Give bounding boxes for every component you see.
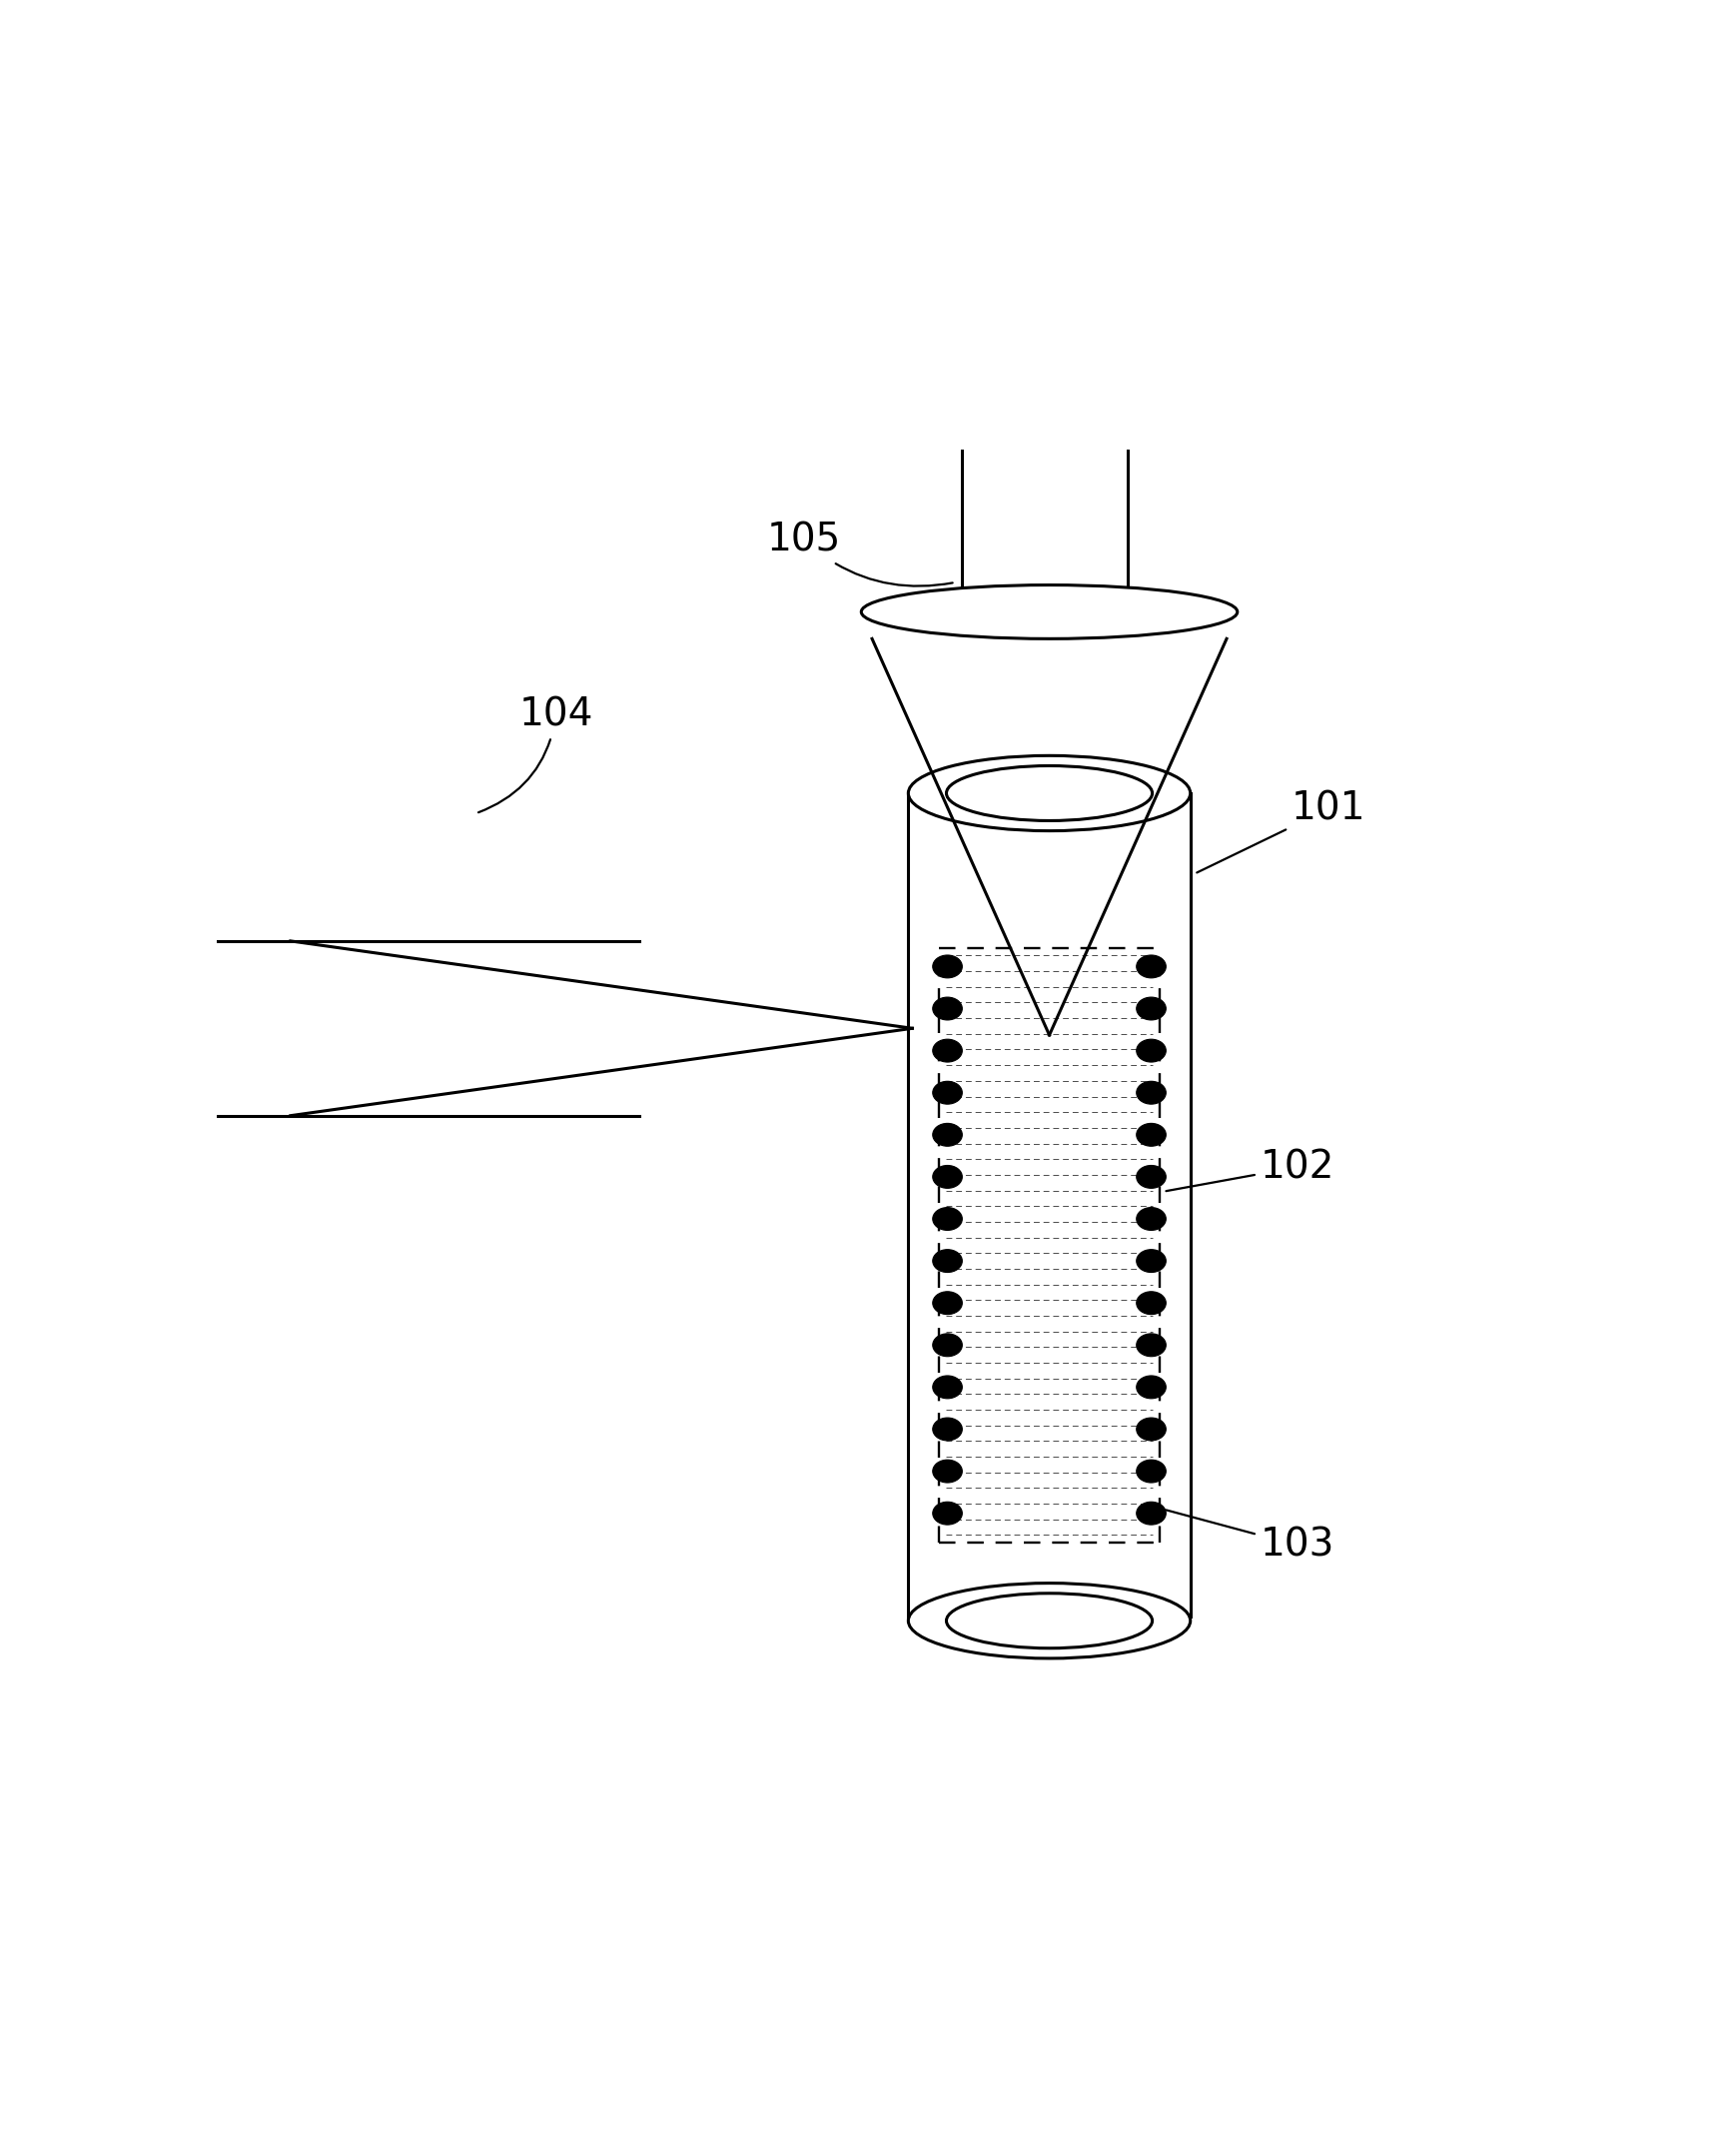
Ellipse shape <box>1137 1503 1166 1524</box>
Ellipse shape <box>1137 998 1166 1020</box>
Ellipse shape <box>946 765 1152 821</box>
Ellipse shape <box>1137 1166 1166 1188</box>
Ellipse shape <box>932 1166 962 1188</box>
Ellipse shape <box>1137 1419 1166 1440</box>
Ellipse shape <box>932 1082 962 1104</box>
Ellipse shape <box>932 1207 962 1231</box>
Text: 105: 105 <box>768 522 953 586</box>
Ellipse shape <box>1137 1335 1166 1356</box>
Ellipse shape <box>932 1123 962 1147</box>
Ellipse shape <box>932 1376 962 1399</box>
Ellipse shape <box>1137 1082 1166 1104</box>
Text: 102: 102 <box>1166 1149 1334 1190</box>
Ellipse shape <box>908 1583 1191 1658</box>
Ellipse shape <box>1137 1291 1166 1315</box>
Text: 103: 103 <box>1166 1509 1334 1565</box>
Text: 104: 104 <box>478 696 593 813</box>
Ellipse shape <box>932 1335 962 1356</box>
Ellipse shape <box>932 1039 962 1063</box>
Ellipse shape <box>932 955 962 979</box>
Ellipse shape <box>932 998 962 1020</box>
Ellipse shape <box>932 1460 962 1483</box>
Ellipse shape <box>946 1593 1152 1647</box>
Ellipse shape <box>1137 1250 1166 1272</box>
Ellipse shape <box>1137 1460 1166 1483</box>
Ellipse shape <box>1137 1207 1166 1231</box>
Ellipse shape <box>1137 955 1166 979</box>
Ellipse shape <box>1137 1039 1166 1063</box>
Ellipse shape <box>932 1291 962 1315</box>
Ellipse shape <box>932 1419 962 1440</box>
Ellipse shape <box>932 1503 962 1524</box>
Ellipse shape <box>932 1250 962 1272</box>
Text: 101: 101 <box>1198 789 1366 873</box>
Ellipse shape <box>861 584 1237 638</box>
Ellipse shape <box>1137 1123 1166 1147</box>
Ellipse shape <box>908 755 1191 830</box>
Ellipse shape <box>1137 1376 1166 1399</box>
